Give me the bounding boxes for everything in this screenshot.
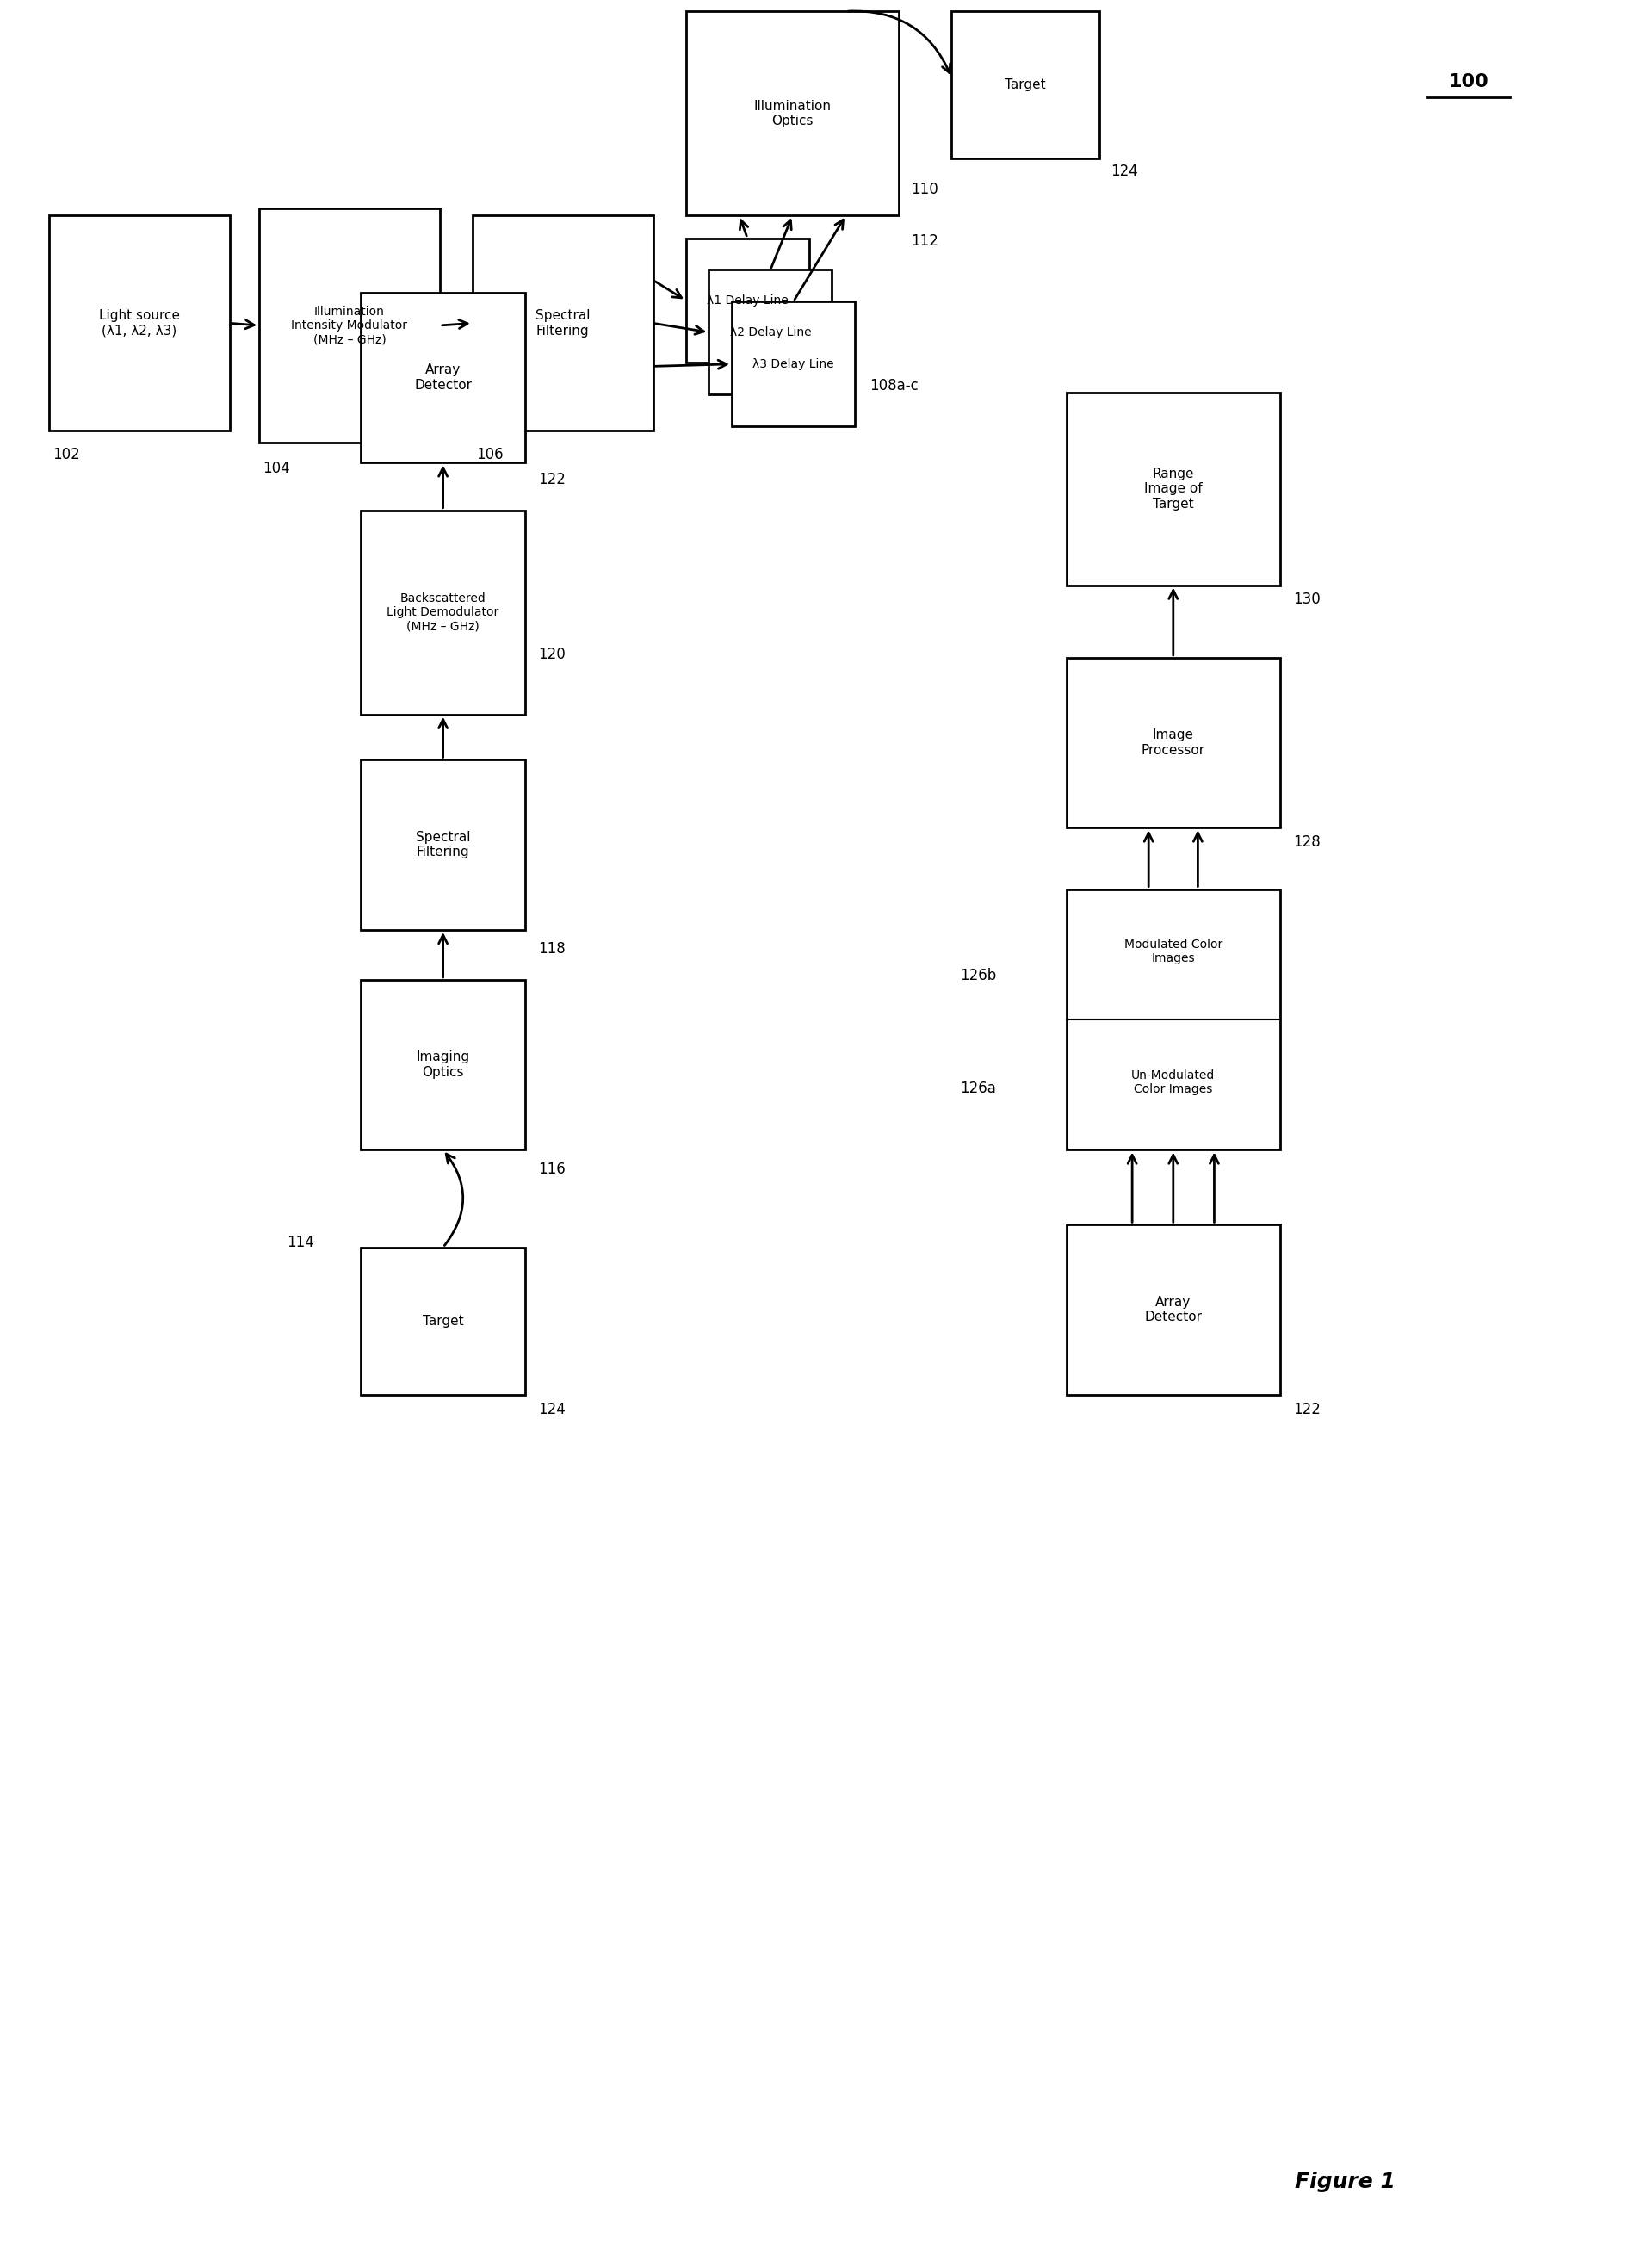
FancyBboxPatch shape <box>686 11 899 215</box>
Text: Figure 1: Figure 1 <box>1294 2170 1396 2193</box>
FancyBboxPatch shape <box>1066 658 1279 828</box>
Text: 114: 114 <box>287 1236 315 1250</box>
Text: 130: 130 <box>1292 592 1320 608</box>
Text: Image
Processor: Image Processor <box>1141 728 1204 758</box>
FancyBboxPatch shape <box>361 293 525 463</box>
Text: Range
Image of
Target: Range Image of Target <box>1143 467 1202 510</box>
Text: Spectral
Filtering: Spectral Filtering <box>415 830 471 860</box>
FancyBboxPatch shape <box>1066 889 1279 1150</box>
Text: 128: 128 <box>1292 835 1320 850</box>
Text: 102: 102 <box>52 447 80 463</box>
Text: 106: 106 <box>476 447 503 463</box>
Text: 108a-c: 108a-c <box>869 379 918 392</box>
Text: Un-Modulated
Color Images: Un-Modulated Color Images <box>1130 1068 1215 1095</box>
FancyBboxPatch shape <box>361 1247 525 1395</box>
FancyBboxPatch shape <box>259 209 440 442</box>
Text: 122: 122 <box>538 472 566 488</box>
FancyBboxPatch shape <box>1066 1225 1279 1395</box>
Text: 118: 118 <box>538 941 566 957</box>
Text: 112: 112 <box>910 234 938 249</box>
FancyBboxPatch shape <box>361 980 525 1150</box>
Text: 124: 124 <box>538 1402 566 1418</box>
FancyBboxPatch shape <box>686 238 809 363</box>
Text: 100: 100 <box>1448 73 1487 91</box>
Text: Modulated Color
Images: Modulated Color Images <box>1123 939 1222 964</box>
Text: Imaging
Optics: Imaging Optics <box>417 1050 469 1080</box>
Text: Spectral
Filtering: Spectral Filtering <box>535 308 590 338</box>
Text: 126b: 126b <box>959 968 995 982</box>
FancyBboxPatch shape <box>1066 392 1279 585</box>
Text: Illumination
Intensity Modulator
(MHz – GHz): Illumination Intensity Modulator (MHz – … <box>292 306 407 345</box>
Text: Backscattered
Light Demodulator
(MHz – GHz): Backscattered Light Demodulator (MHz – G… <box>387 592 499 633</box>
FancyBboxPatch shape <box>731 302 854 426</box>
FancyBboxPatch shape <box>361 510 525 714</box>
Text: λ2 Delay Line: λ2 Delay Line <box>730 327 810 338</box>
Text: 120: 120 <box>538 646 566 662</box>
Text: Array
Detector: Array Detector <box>1143 1295 1202 1325</box>
Text: 116: 116 <box>538 1161 566 1177</box>
Text: Array
Detector: Array Detector <box>413 363 472 392</box>
FancyBboxPatch shape <box>49 215 230 431</box>
Text: Target: Target <box>423 1315 462 1327</box>
Text: 110: 110 <box>910 181 938 197</box>
Text: λ3 Delay Line: λ3 Delay Line <box>753 358 833 370</box>
Text: Target: Target <box>1005 79 1045 91</box>
Text: 124: 124 <box>1110 163 1138 179</box>
Text: λ1 Delay Line: λ1 Delay Line <box>707 295 787 306</box>
Text: 122: 122 <box>1292 1402 1320 1418</box>
FancyBboxPatch shape <box>708 270 831 395</box>
Text: 126a: 126a <box>959 1082 995 1095</box>
FancyBboxPatch shape <box>361 760 525 930</box>
FancyBboxPatch shape <box>472 215 653 431</box>
Text: 104: 104 <box>262 460 290 476</box>
Text: Light source
(λ1, λ2, λ3): Light source (λ1, λ2, λ3) <box>98 308 180 338</box>
FancyBboxPatch shape <box>951 11 1099 159</box>
Text: Illumination
Optics: Illumination Optics <box>753 100 831 127</box>
